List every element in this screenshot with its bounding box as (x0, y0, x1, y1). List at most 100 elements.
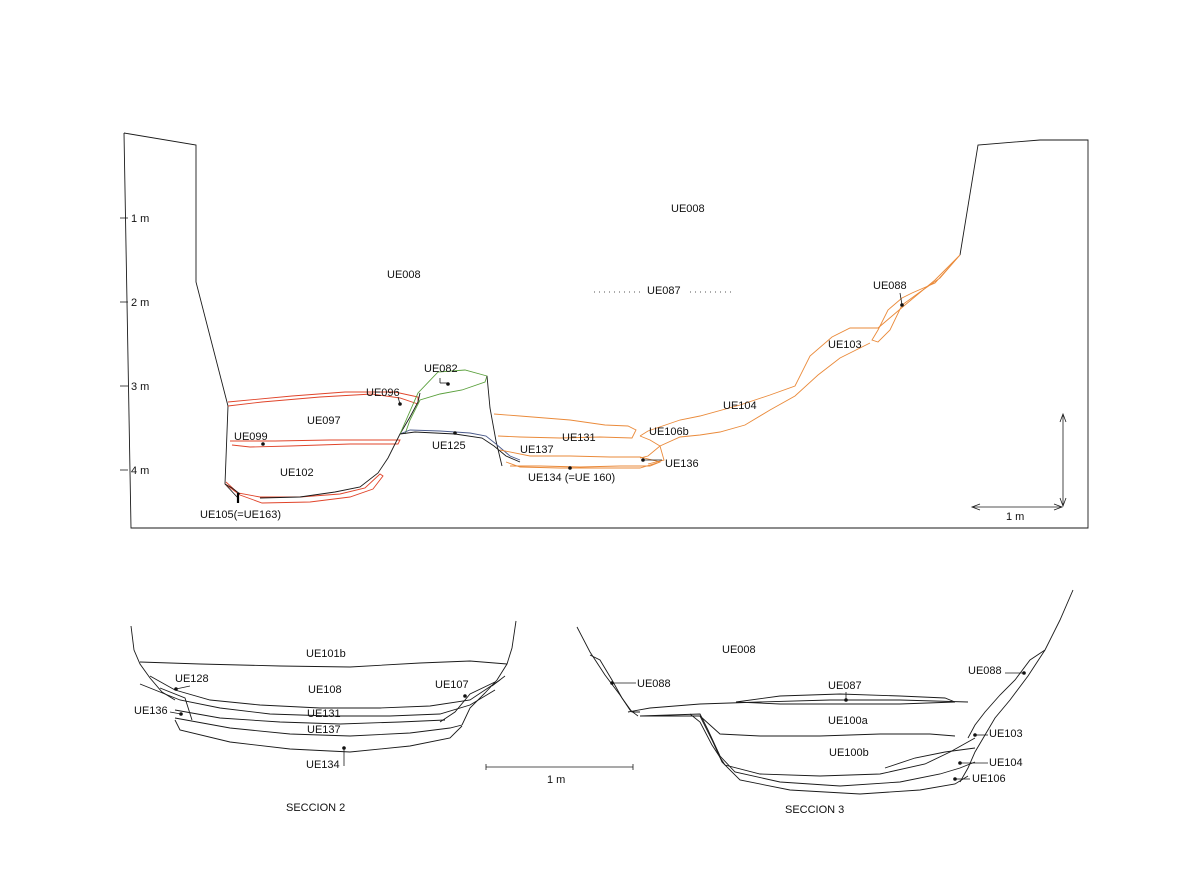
marker-dot (568, 466, 572, 470)
section-2-ue128 (159, 687, 193, 721)
label-ue082: UE082 (424, 363, 458, 375)
leader-line (169, 711, 182, 715)
section-3-ue103 (884, 747, 976, 769)
arrowhead (1059, 497, 1067, 508)
marker-dot (953, 777, 957, 781)
label-ue097: UE097 (307, 415, 341, 427)
marker-dot (463, 694, 467, 698)
section-2-ue107 (439, 681, 496, 723)
marker-dot (900, 303, 904, 307)
layer-boundary-ue103 (639, 254, 961, 437)
section-3-ue104 (639, 713, 976, 787)
label-ue125: UE125 (432, 440, 466, 452)
marker-dot (1022, 671, 1026, 675)
layer-boundary-ue099 (230, 439, 401, 448)
label-ue008-left: UE008 (387, 269, 421, 281)
label-ue101b: UE101b (306, 648, 346, 660)
label-ue106: UE106 (972, 773, 1006, 785)
section-3-ue106 (699, 715, 969, 795)
label-ue008: UE008 (722, 644, 756, 656)
label-ue105: UE105(=UE163) (200, 509, 281, 521)
label-ue087: UE087 (647, 285, 681, 297)
section-2-ue134-base (174, 719, 463, 753)
section-3-right-wall (959, 589, 1074, 783)
main-section: 1 m 2 m 3 m 4 m (120, 132, 1089, 529)
marker-dot (398, 402, 402, 406)
scale-bar-label: 1 m (547, 774, 565, 786)
label-ue088-left: UE088 (637, 678, 671, 690)
marker-dot (844, 698, 848, 702)
marker-dot (610, 681, 614, 685)
layer-boundary-ue082 (399, 369, 488, 435)
label-ue136: UE136 (134, 705, 168, 717)
section-3: UE008 UE088 UE088 UE087 UE100a UE103 UE1… (576, 589, 1074, 816)
label-ue108: UE108 (308, 684, 342, 696)
marker-dot (453, 431, 457, 435)
section-3-ue100b-base (689, 713, 976, 777)
layer-boundary-ue134 (505, 461, 661, 469)
label-ue134: UE134 (=UE 160) (528, 472, 615, 484)
section-3-ue087 (735, 693, 956, 705)
ue082-right-edge (486, 375, 503, 467)
label-ue104: UE104 (723, 400, 757, 412)
label-ue128: UE128 (175, 673, 209, 685)
marker-dot (261, 442, 265, 446)
marker-dot (958, 761, 962, 765)
leader-line (175, 685, 191, 690)
label-ue137: UE137 (307, 724, 341, 736)
label-ue088-right: UE088 (968, 665, 1002, 677)
layer-boundary-ue131 (493, 413, 637, 439)
label-ue131: UE131 (307, 708, 341, 720)
scale-label: 1 m (1006, 511, 1024, 523)
label-ue100b: UE100b (829, 747, 869, 759)
depth-tick-label: 4 m (131, 465, 149, 477)
label-ue131: UE131 (562, 432, 596, 444)
ue125-lower (399, 431, 521, 463)
layer-boundary-ue125 (399, 429, 521, 461)
section-2-ue137-base (174, 717, 463, 737)
label-ue104: UE104 (989, 757, 1023, 769)
section-2-ue101b-base (139, 660, 508, 668)
label-ue107: UE107 (435, 679, 469, 691)
section-2-ue137-top (174, 709, 446, 725)
marker-dot (446, 382, 450, 386)
depth-tick-label: 3 m (131, 381, 149, 393)
layer-boundary-ue104 (639, 342, 871, 459)
label-ue136: UE136 (665, 458, 699, 470)
label-ue103: UE103 (828, 339, 862, 351)
label-ue099: UE099 (234, 431, 268, 443)
arrowhead (1053, 503, 1064, 511)
label-ue137: UE137 (520, 444, 554, 456)
bottom-scale-bar: 1 m (485, 764, 634, 786)
scale-arrows: 1 m (970, 412, 1067, 523)
label-ue134: UE134 (306, 759, 340, 771)
main-section-frame (123, 132, 1089, 529)
depth-tick-label: 1 m (131, 213, 149, 225)
label-ue087: UE087 (828, 680, 862, 692)
section-2: UE101b UE128 UE108 UE107 UE136 UE131 UE1… (130, 620, 517, 814)
section-2-ue108-base (149, 675, 501, 709)
label-ue088: UE088 (873, 280, 907, 292)
section-3-ue100a-top (627, 699, 969, 713)
section-3-left-inner (589, 654, 640, 713)
depth-tick-label: 2 m (131, 297, 149, 309)
label-ue106b: UE106b (649, 426, 689, 438)
section-3-ue088-right (967, 649, 1046, 739)
label-ue008-top: UE008 (671, 203, 705, 215)
pit-cut-left (224, 392, 421, 499)
leader-line (899, 292, 903, 306)
leader-line (491, 675, 506, 687)
arrowhead (1059, 412, 1067, 423)
section-2-title: SECCION 2 (286, 802, 345, 814)
section-2-ue131-base (139, 683, 496, 717)
marker-dot (973, 733, 977, 737)
section-3-title: SECCION 3 (785, 804, 844, 816)
label-ue100a: UE100a (828, 715, 869, 727)
section-3-ue100a-base (640, 715, 956, 737)
label-ue102: UE102 (280, 467, 314, 479)
label-ue103: UE103 (989, 728, 1023, 740)
label-ue096: UE096 (366, 387, 400, 399)
layer-boundary-ue105 (224, 473, 384, 504)
